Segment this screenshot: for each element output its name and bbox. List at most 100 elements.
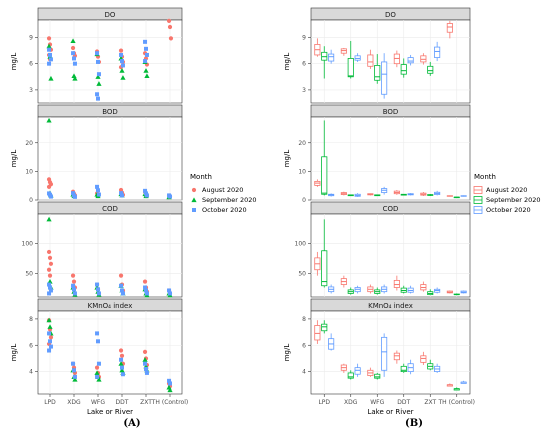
box-box xyxy=(381,186,388,195)
scatter-point xyxy=(120,59,124,64)
box-panel-frame xyxy=(310,19,471,104)
scatter-point xyxy=(47,47,52,52)
legend-boxplot: Month August 2020 September 2020 October 20… xyxy=(473,173,541,214)
scatter-point xyxy=(95,282,100,287)
scatter-point xyxy=(96,72,101,77)
box-box xyxy=(374,372,381,380)
box-box xyxy=(400,58,407,78)
box-box xyxy=(393,189,400,195)
scatter-point xyxy=(46,216,52,222)
box-box xyxy=(354,193,361,197)
scatter-point xyxy=(168,381,172,386)
scatter-point xyxy=(96,376,102,382)
scatter-tick-label-x: WFG xyxy=(91,399,105,406)
scatter-point xyxy=(71,191,76,196)
box-box xyxy=(400,193,407,196)
scatter-tick-label-y: 9 xyxy=(29,34,33,41)
scatter-tick-label-y: 6 xyxy=(29,61,33,68)
scatter-point xyxy=(96,59,100,64)
scatter-point xyxy=(46,43,52,49)
box-tick-label-y: 6 xyxy=(302,342,306,349)
scatter-point xyxy=(119,68,125,73)
scatter-point xyxy=(143,285,148,290)
box-box-body xyxy=(407,57,414,64)
scatter-point xyxy=(70,38,76,44)
box-box xyxy=(420,281,427,292)
box-box xyxy=(400,363,407,373)
scatter-point xyxy=(143,361,148,366)
box-axis-title-y: mg/L xyxy=(283,53,291,71)
scatter-point xyxy=(72,75,78,81)
scatter-axis-title-x: Lake or River xyxy=(87,408,133,416)
scatter-tick-label-x: XDG xyxy=(67,399,81,406)
box-box xyxy=(347,194,354,197)
scatter-point xyxy=(167,288,172,293)
scatter-point xyxy=(142,349,148,354)
box-panel-frame xyxy=(310,310,471,395)
scatter-legend-title: Month xyxy=(190,173,212,181)
scatter-point xyxy=(120,193,124,198)
scatter-point xyxy=(144,288,148,293)
scatter-facet-2: COD 50 100 xyxy=(22,201,183,298)
box-box xyxy=(347,40,354,79)
scatter-point xyxy=(48,344,53,349)
box-tick-label-x: XDG xyxy=(344,399,358,406)
scatter-point xyxy=(144,46,148,51)
scatter-point xyxy=(46,317,52,323)
scatter-point xyxy=(168,36,174,41)
scatter-point xyxy=(144,291,149,296)
box-box xyxy=(321,120,328,196)
box-box xyxy=(381,53,388,99)
scatter-point xyxy=(166,18,172,23)
box-box xyxy=(340,191,347,196)
box-box-body xyxy=(393,352,400,361)
scatter-tick-label-y: 20 xyxy=(25,140,33,147)
box-facet-title: KMnO₄ index xyxy=(368,302,413,310)
scatter-tick-label-y: 6 xyxy=(29,342,33,349)
scatter-panel-frame xyxy=(37,310,183,395)
scatter-tick-label-y: 10 xyxy=(25,168,33,175)
scatter-point xyxy=(48,261,54,266)
box-box-body xyxy=(393,279,400,288)
scatter-point xyxy=(48,285,52,290)
scatter-point xyxy=(94,370,100,376)
box-box xyxy=(407,54,414,66)
scatter-facet-0: DO 3 6 9 mg/L xyxy=(10,7,183,104)
scatter-point xyxy=(47,291,52,296)
scatter-point xyxy=(95,74,101,79)
scatter-tick-label-y: 8 xyxy=(29,316,33,323)
scatter-point xyxy=(96,287,100,292)
scatter-point xyxy=(96,81,102,86)
box-facet-title: BOD xyxy=(383,108,399,116)
scatter-point xyxy=(72,376,78,382)
box-facet-3: KMnO₄ index 4 6 8 mg/L LPD XDG WFG DDT ZXT TH (Con… xyxy=(283,298,475,416)
scatter-point xyxy=(46,184,52,189)
box-box xyxy=(367,284,374,294)
scatter-point xyxy=(48,194,53,199)
scatter-panel-frame xyxy=(37,19,183,104)
box-box xyxy=(314,320,321,344)
box-box xyxy=(374,54,381,84)
box-box xyxy=(427,193,434,196)
box-box-body xyxy=(400,64,407,75)
scatter-point xyxy=(71,361,76,366)
box-box-body xyxy=(321,250,328,287)
box-tick-label-x: DDT xyxy=(397,399,410,406)
box-box xyxy=(407,285,414,294)
scatter-legend-label: August 2020 xyxy=(202,186,243,194)
box-box xyxy=(340,275,347,288)
box-box xyxy=(420,351,427,366)
scatter-point xyxy=(167,24,173,30)
box-box-body xyxy=(347,58,354,78)
scatter-legend-label: September 2020 xyxy=(202,196,257,204)
scatter-point xyxy=(46,249,52,255)
box-facet-title: COD xyxy=(383,205,399,213)
box-box xyxy=(420,191,427,196)
box-box xyxy=(446,383,453,387)
scatter-point xyxy=(72,56,76,61)
box-box xyxy=(354,285,361,294)
panel-tag-b: (B) xyxy=(405,418,423,429)
scatter-point xyxy=(72,194,77,199)
box-tick-label-y: 3 xyxy=(302,87,306,94)
scatter-point xyxy=(72,61,77,66)
